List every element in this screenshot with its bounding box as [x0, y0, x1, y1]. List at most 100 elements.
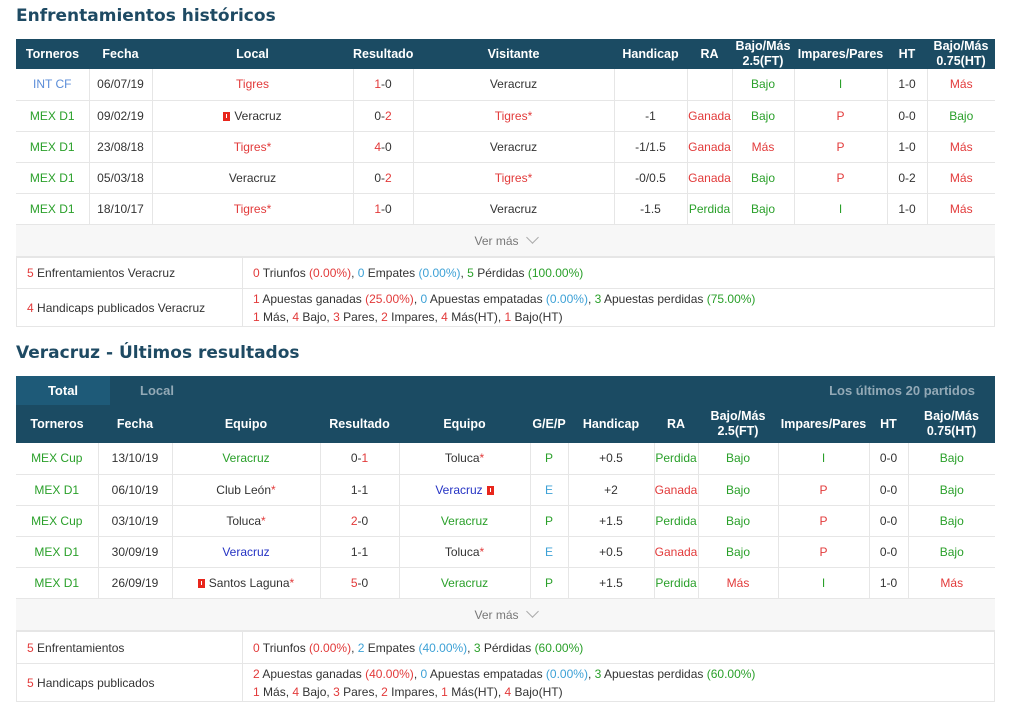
home-team[interactable]: Santos Laguna* — [172, 567, 321, 599]
home-team[interactable]: Veracruz — [172, 443, 321, 475]
handicap-cell: +2 — [568, 474, 655, 506]
home-team[interactable]: Veracruz — [172, 536, 321, 568]
away-team[interactable]: Veracruz — [399, 474, 531, 506]
odd-even-cell: P — [794, 162, 888, 194]
away-team[interactable]: Veracruz — [413, 69, 615, 101]
result-cell: P — [530, 443, 569, 475]
score-cell[interactable]: 4-0 — [353, 131, 414, 163]
stat-label: Más, — [259, 309, 293, 324]
recent-title: Veracruz - Últimos resultados — [16, 343, 300, 363]
date-cell: 18/10/17 — [89, 193, 153, 225]
ver-mas-button[interactable]: Ver más — [16, 225, 995, 257]
home-team[interactable]: Toluca* — [172, 505, 321, 537]
last-matches-filter[interactable]: Los últimos 20 partidos — [829, 383, 975, 398]
home-team[interactable]: Tigres* — [152, 193, 354, 225]
table-row[interactable]: MEX D1 18/10/17 Tigres* 1-0 Veracruz -1.… — [16, 193, 995, 225]
away-team[interactable]: Toluca* — [399, 536, 531, 568]
ra-cell: Perdida — [654, 443, 699, 475]
col-header: Bajo/Más 2.5(FT) — [732, 39, 794, 69]
summary-label-text: Handicaps publicados — [37, 675, 155, 690]
over-under-ht-cell: Bajo — [908, 474, 995, 506]
score-cell[interactable]: 0-1 — [320, 443, 400, 475]
handicap-cell — [614, 69, 688, 101]
score-home: 0 — [350, 451, 358, 466]
col-header: HT — [869, 405, 908, 443]
col-header: Impares/Pares — [794, 39, 887, 69]
table-row[interactable]: MEX D1 05/03/18 Veracruz 0-2 Tigres* -0/… — [16, 162, 995, 194]
score-cell[interactable]: 1-0 — [353, 193, 414, 225]
competition-cell[interactable]: MEX D1 — [16, 100, 90, 132]
table-row[interactable]: MEX D1 06/10/19 Club León* 1-1 Veracruz … — [16, 474, 995, 506]
date-cell: 05/03/18 — [89, 162, 153, 194]
score-away: 0 — [385, 77, 392, 92]
ra-cell: Ganada — [687, 100, 733, 132]
table-row[interactable]: MEX Cup 13/10/19 Veracruz 0-1 Toluca* P … — [16, 443, 995, 475]
score-cell[interactable]: 0-2 — [353, 100, 414, 132]
away-team[interactable]: Veracruz — [399, 505, 531, 537]
table-row[interactable]: INT CF 06/07/19 Tigres 1-0 Veracruz Bajo… — [16, 69, 995, 101]
table-row[interactable]: MEX D1 30/09/19 Veracruz 1-1 Toluca* E +… — [16, 536, 995, 568]
stat-count: 2 — [381, 309, 388, 324]
stat-label: Pares, — [339, 684, 382, 699]
col-header: RA — [687, 39, 732, 69]
over-under-cell: Bajo — [698, 536, 779, 568]
ra-cell: Ganada — [654, 474, 699, 506]
score-cell[interactable]: 1-1 — [320, 474, 400, 506]
score-cell[interactable]: 1-1 — [320, 536, 400, 568]
competition-cell[interactable]: MEX D1 — [16, 193, 90, 225]
competition-cell[interactable]: MEX Cup — [16, 443, 99, 475]
tab-local[interactable]: Local — [140, 383, 174, 398]
over-under-ht-cell: Bajo — [927, 100, 995, 132]
summary-label-text: Handicaps publicados Veracruz — [37, 300, 206, 315]
home-team[interactable]: Club León* — [172, 474, 321, 506]
competition-cell[interactable]: INT CF — [16, 69, 90, 101]
score-cell[interactable]: 5-0 — [320, 567, 400, 599]
away-team[interactable]: Veracruz — [399, 567, 531, 599]
competition-cell[interactable]: MEX D1 — [16, 567, 99, 599]
wins-count: 0 — [253, 640, 260, 655]
bets-won-pct: (25.00%) — [365, 291, 414, 306]
h2h-header-row: Torneros Fecha Local Resultado Visitante… — [16, 39, 995, 69]
bets-won-label: Apuestas ganadas — [259, 666, 366, 681]
home-team[interactable]: Veracruz — [152, 162, 354, 194]
table-row[interactable]: MEX D1 09/02/19 Veracruz 0-2 Tigres* -1 … — [16, 100, 995, 132]
home-team[interactable]: Tigres* — [152, 131, 354, 163]
competition-cell[interactable]: MEX D1 — [16, 162, 90, 194]
stat-label: Pares, — [339, 309, 382, 324]
away-team[interactable]: Toluca* — [399, 443, 531, 475]
home-team[interactable]: Veracruz — [152, 100, 354, 132]
score-cell[interactable]: 0-2 — [353, 162, 414, 194]
col-header: Fecha — [89, 39, 152, 69]
date-cell: 23/08/18 — [89, 131, 153, 163]
handicap-cell: +0.5 — [568, 536, 655, 568]
ver-mas-button[interactable]: Ver más — [16, 599, 995, 631]
stat-count: 3 — [333, 684, 340, 699]
odd-even-cell: P — [778, 474, 870, 506]
table-row[interactable]: MEX D1 26/09/19 Santos Laguna* 5-0 Verac… — [16, 567, 995, 599]
competition-cell[interactable]: MEX D1 — [16, 131, 90, 163]
draws-pct: (0.00%) — [418, 266, 461, 280]
col-header: Bajo/Más 0.75(HT) — [927, 39, 995, 69]
competition-cell[interactable]: MEX Cup — [16, 505, 99, 537]
away-team[interactable]: Veracruz — [413, 193, 615, 225]
h2h-table: Torneros Fecha Local Resultado Visitante… — [16, 39, 995, 225]
competition-cell[interactable]: MEX D1 — [16, 536, 99, 568]
away-team[interactable]: Tigres* — [413, 162, 615, 194]
ra-cell: Ganada — [654, 536, 699, 568]
score-cell[interactable]: 2-0 — [320, 505, 400, 537]
home-team[interactable]: Tigres — [152, 69, 354, 101]
ver-mas-label: Ver más — [474, 234, 519, 248]
score-home: 0 — [374, 108, 381, 123]
table-row[interactable]: MEX Cup 03/10/19 Toluca* 2-0 Veracruz P … — [16, 505, 995, 537]
away-team[interactable]: Veracruz — [413, 131, 615, 163]
tab-total[interactable]: Total — [16, 376, 110, 405]
date-cell: 13/10/19 — [98, 443, 173, 475]
stat-count: 4 — [504, 684, 512, 699]
col-header: Impares/Pares — [778, 405, 869, 443]
losses-count: 5 — [467, 266, 474, 280]
competition-cell[interactable]: MEX D1 — [16, 474, 99, 506]
score-cell[interactable]: 1-0 — [353, 69, 414, 101]
away-team[interactable]: Tigres* — [413, 100, 615, 132]
draws-label: Empates — [364, 640, 419, 655]
table-row[interactable]: MEX D1 23/08/18 Tigres* 4-0 Veracruz -1/… — [16, 131, 995, 163]
